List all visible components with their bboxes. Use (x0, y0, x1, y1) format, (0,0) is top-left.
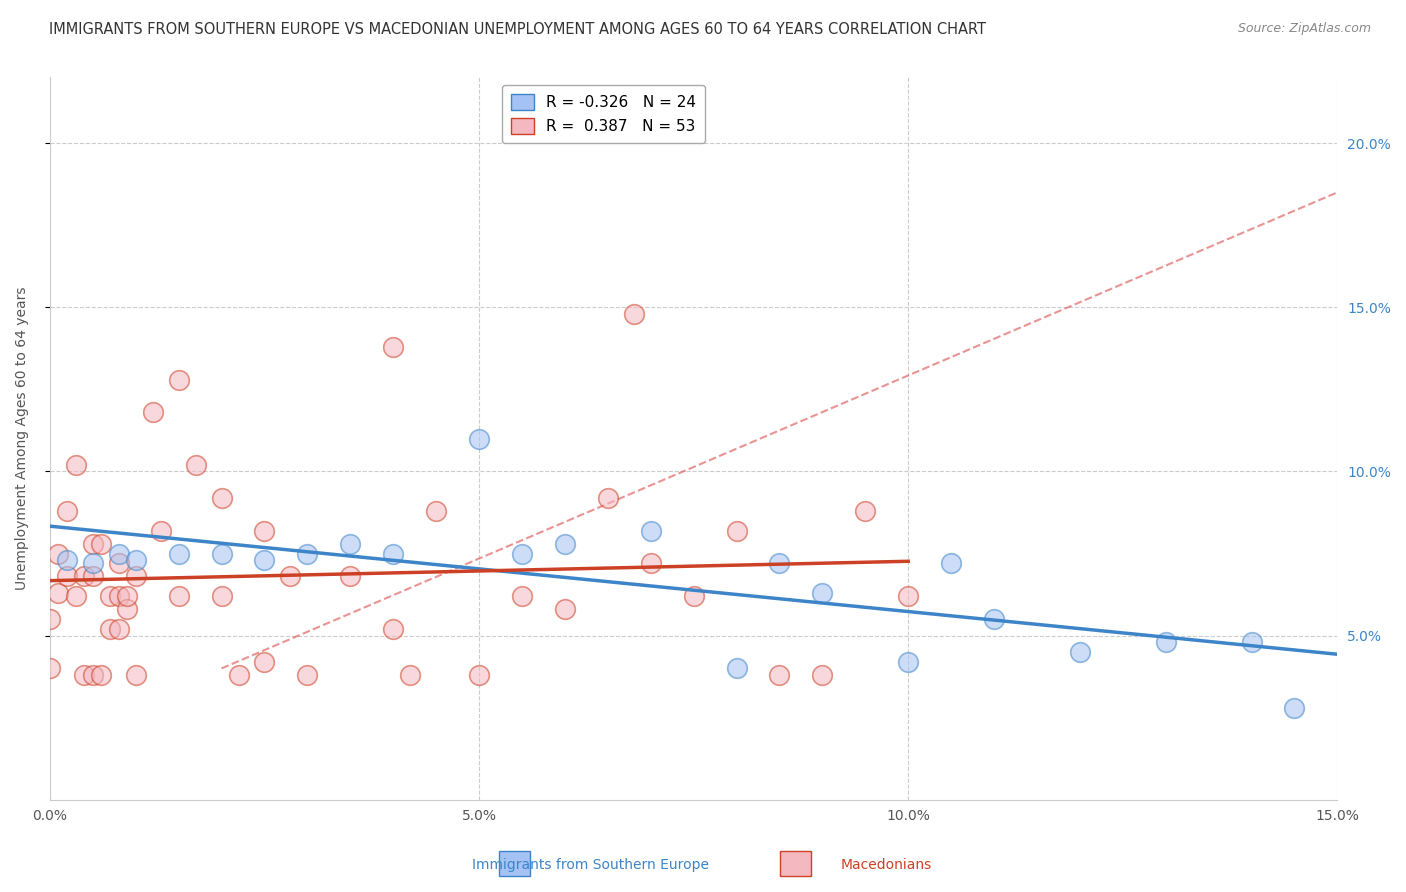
Y-axis label: Unemployment Among Ages 60 to 64 years: Unemployment Among Ages 60 to 64 years (15, 287, 30, 591)
Point (211, 589, 233, 603)
Point (297, 547, 319, 561)
Point (107, 589, 129, 603)
Point (682, 589, 704, 603)
Text: Immigrants from Southern Europe: Immigrants from Southern Europe (472, 858, 709, 872)
Point (98, 589, 121, 603)
Point (253, 524, 276, 538)
Point (939, 557, 962, 571)
Point (228, 668, 250, 682)
Point (853, 504, 876, 518)
Point (124, 569, 146, 583)
Point (253, 655, 276, 669)
Point (124, 553, 146, 567)
Point (425, 504, 447, 518)
Point (48, 547, 70, 561)
Point (82, 569, 104, 583)
Point (82, 557, 104, 571)
Point (768, 557, 790, 571)
Point (115, 602, 138, 616)
Text: Macedonians: Macedonians (841, 858, 931, 872)
Point (184, 458, 207, 472)
Point (768, 668, 790, 682)
Point (65, 589, 87, 603)
Point (811, 586, 834, 600)
Point (554, 536, 576, 550)
Point (725, 661, 748, 675)
Point (167, 589, 190, 603)
Legend: R = -0.326   N = 24, R =  0.387   N = 53: R = -0.326 N = 24, R = 0.387 N = 53 (502, 85, 706, 143)
Point (73, 569, 96, 583)
Point (1154, 635, 1177, 649)
Text: Source: ZipAtlas.com: Source: ZipAtlas.com (1237, 22, 1371, 36)
Point (399, 668, 422, 682)
Point (56, 504, 79, 518)
Point (56, 553, 79, 567)
Point (897, 589, 920, 603)
Point (211, 491, 233, 505)
Point (107, 622, 129, 636)
Point (725, 524, 748, 538)
Point (38, 661, 60, 675)
Point (38, 612, 60, 626)
Point (90, 668, 112, 682)
Point (167, 547, 190, 561)
Point (297, 668, 319, 682)
Point (382, 547, 405, 561)
Point (339, 569, 361, 583)
Point (468, 432, 491, 446)
Point (554, 602, 576, 616)
Point (1240, 635, 1263, 649)
Point (167, 372, 190, 386)
Point (278, 569, 301, 583)
Point (623, 307, 645, 321)
Point (115, 589, 138, 603)
Point (48, 586, 70, 600)
Point (510, 547, 533, 561)
Point (65, 458, 87, 472)
Point (150, 524, 173, 538)
Point (382, 622, 405, 636)
Point (107, 557, 129, 571)
Point (640, 557, 662, 571)
Text: IMMIGRANTS FROM SOUTHERN EUROPE VS MACEDONIAN UNEMPLOYMENT AMONG AGES 60 TO 64 Y: IMMIGRANTS FROM SOUTHERN EUROPE VS MACED… (49, 22, 986, 37)
Point (1069, 645, 1091, 659)
Point (983, 612, 1005, 626)
Point (142, 405, 165, 419)
Point (124, 668, 146, 682)
Point (382, 340, 405, 354)
Point (811, 668, 834, 682)
Point (82, 536, 104, 550)
Point (82, 668, 104, 682)
Point (640, 524, 662, 538)
Point (253, 553, 276, 567)
Point (98, 622, 121, 636)
Point (56, 569, 79, 583)
Point (1284, 701, 1306, 715)
Point (468, 668, 491, 682)
Point (90, 536, 112, 550)
Point (897, 655, 920, 669)
Point (596, 491, 619, 505)
Point (107, 547, 129, 561)
Point (510, 589, 533, 603)
Point (73, 668, 96, 682)
Point (211, 547, 233, 561)
Point (339, 536, 361, 550)
